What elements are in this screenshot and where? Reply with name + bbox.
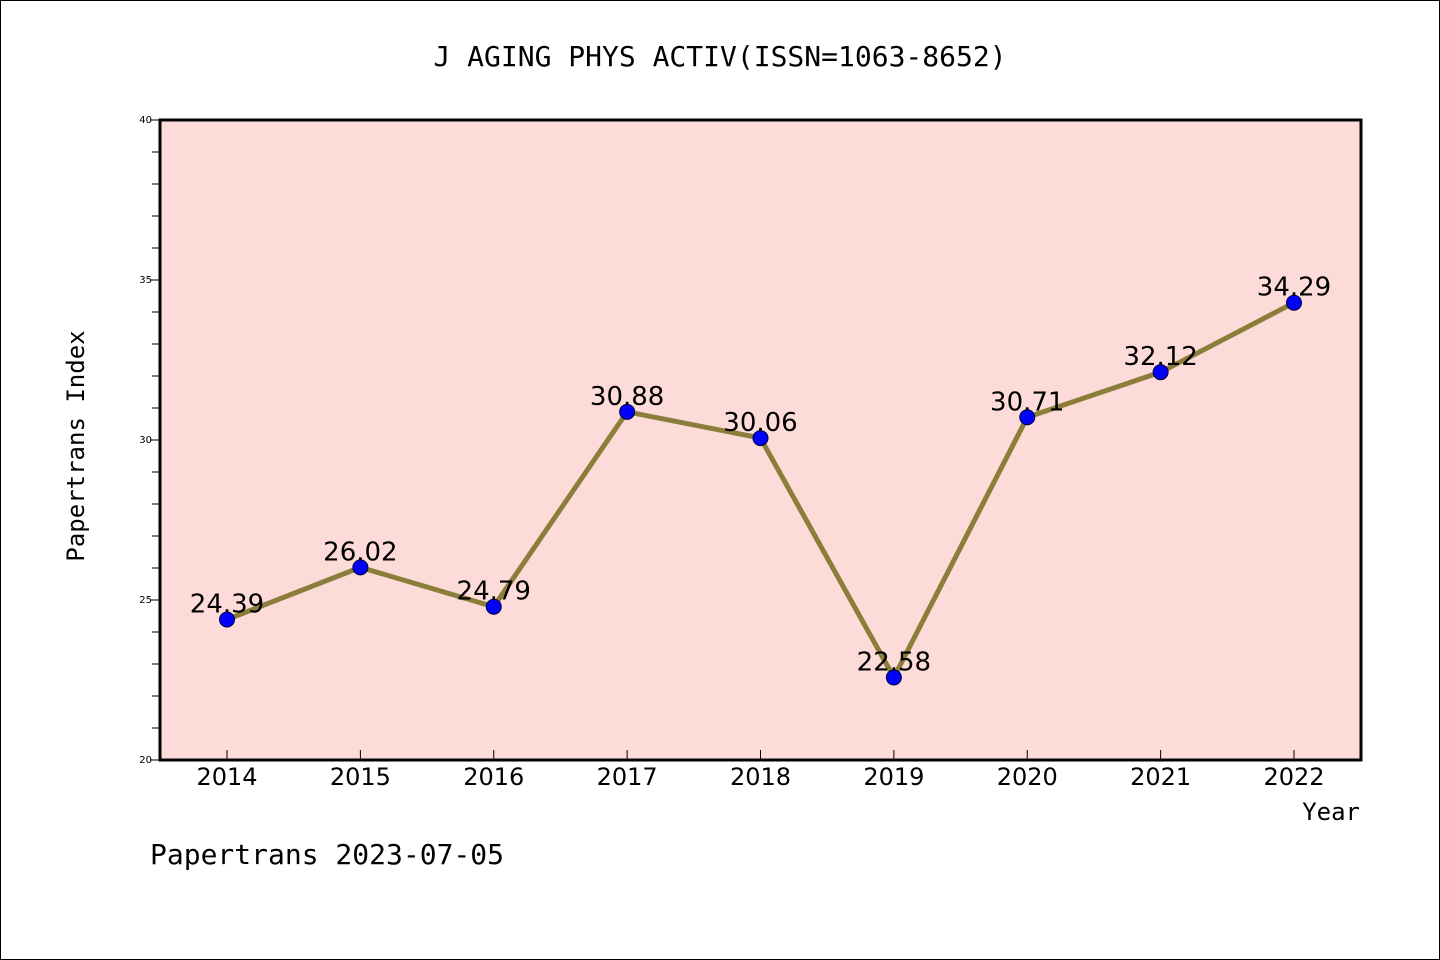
- data-point: [1152, 364, 1169, 381]
- x-axis-ticks: 2014 2015 2016 2017 2018 2019 2020 2021 2022: [196, 750, 1325, 791]
- y-tick-label: 20: [139, 755, 152, 766]
- y-axis-label: Papertrans Index: [62, 330, 90, 561]
- y-tick-label: 40: [139, 115, 152, 126]
- x-tick-label: 2019: [863, 763, 924, 791]
- footer-credit: Papertrans 2023-07-05: [150, 838, 504, 871]
- data-label: 30.88: [590, 382, 664, 412]
- y-tick-label: 30: [139, 435, 152, 446]
- x-axis-label: Year: [1302, 798, 1360, 826]
- x-tick-label: 2014: [196, 763, 257, 791]
- data-point: [352, 559, 369, 576]
- plot-border: [158, 118, 1363, 762]
- data-label: 32.12: [1123, 342, 1197, 372]
- data-label: 30.71: [990, 387, 1064, 417]
- data-point: [885, 669, 902, 686]
- data-label: 30.06: [723, 408, 797, 438]
- data-label: 24.79: [457, 577, 531, 607]
- x-tick-label: 2015: [330, 763, 391, 791]
- x-tick-label: 2016: [463, 763, 524, 791]
- data-point: [1019, 409, 1036, 426]
- y-tick-label: 35: [139, 275, 152, 286]
- x-tick-label: 2020: [997, 763, 1058, 791]
- data-point: [619, 403, 636, 420]
- series-markers: [219, 294, 1302, 686]
- chart-title: J AGING PHYS ACTIV(ISSN=1063-8652): [433, 40, 1006, 73]
- y-tick-label: 25: [139, 595, 152, 606]
- data-label: 26.02: [323, 537, 397, 567]
- data-label: 34.29: [1257, 273, 1331, 303]
- y-axis-ticks: 20 25 30 35 40: [139, 115, 152, 766]
- x-tick-label: 2017: [597, 763, 658, 791]
- data-point: [219, 611, 235, 628]
- x-tick-label: 2022: [1263, 763, 1324, 791]
- data-point: [1286, 294, 1302, 311]
- data-label: 22.58: [857, 647, 931, 677]
- x-tick-label: 2021: [1130, 763, 1191, 791]
- data-labels: 24.39 26.02 24.79 30.88 30.06 22.58 30.71 32.12…: [190, 273, 1331, 678]
- data-label: 24.39: [190, 590, 264, 620]
- data-point: [485, 598, 502, 615]
- data-point: [752, 430, 769, 447]
- x-tick-label: 2018: [730, 763, 791, 791]
